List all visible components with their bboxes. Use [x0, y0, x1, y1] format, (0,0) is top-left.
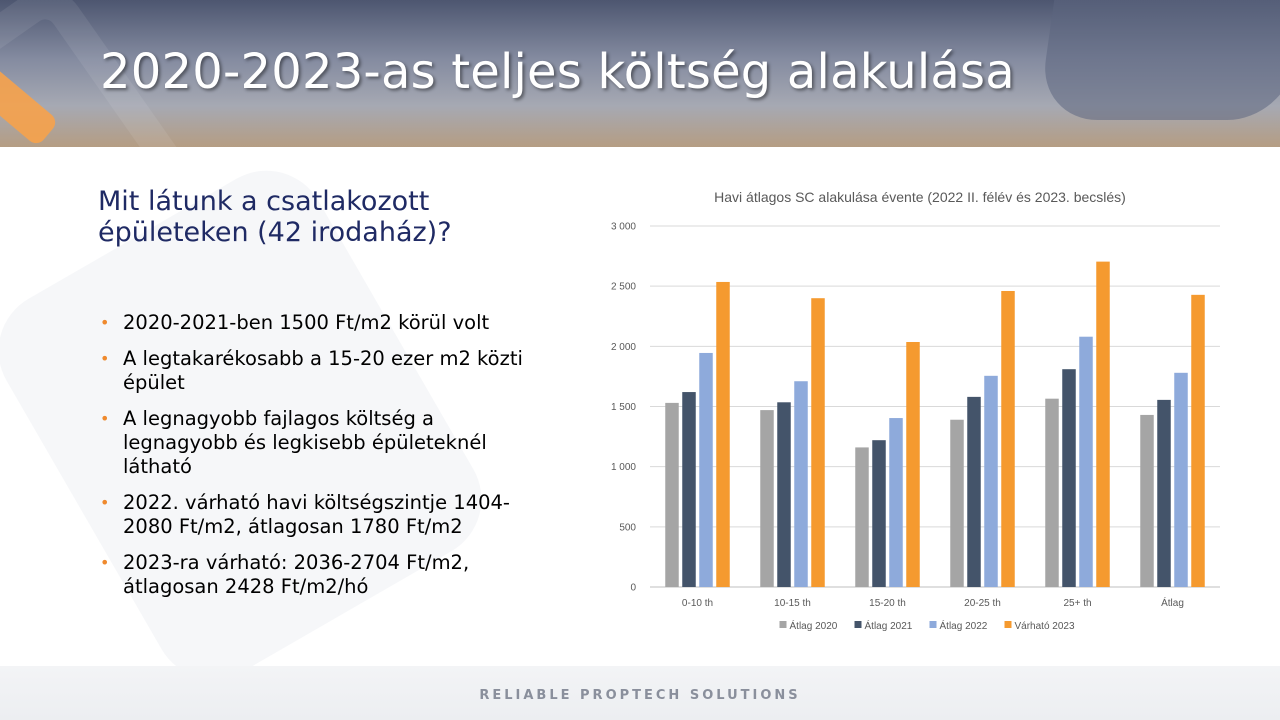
footer-text: RELIABLE PROPTECH SOLUTIONS	[479, 688, 801, 703]
chart-title: Havi átlagos SC alakulása évente (2022 I…	[714, 189, 1126, 205]
bar	[716, 281, 730, 587]
bullet-item: • 2022. várható havi költségszintje 1404-…	[100, 491, 550, 539]
header-band: 2020-2023-as teljes költség alakulása	[0, 0, 1280, 147]
x-tick-label: 15-20 th	[869, 598, 906, 609]
bar	[682, 392, 696, 587]
bullet-text: 2022. várható havi költségszintje 1404-2…	[123, 491, 510, 538]
bar	[760, 410, 774, 587]
bar	[777, 402, 791, 587]
bullet-item: • 2023-ra várható: 2036-2704 Ft/m2, átlag…	[100, 551, 550, 599]
bar	[984, 375, 998, 587]
bullet-item: • A legtakarékosabb a 15-20 ezer m2 közti…	[100, 347, 550, 395]
y-tick-label: 1 000	[611, 462, 636, 473]
bullet-icon: •	[100, 553, 110, 572]
bar-chart: 0 500 1 000 1 500 2 000 2 500 3 000 0-10 th 10-1…	[611, 222, 1220, 632]
x-tick-label: 0-10 th	[682, 598, 713, 609]
bullet-text: A legnagyobb fajlagos költség a legnagyo…	[123, 407, 487, 478]
bullet-item: • 2020-2021-ben 1500 Ft/m2 körül volt	[100, 311, 550, 335]
legend-label: Átlag 2020	[790, 619, 838, 632]
slide-title: 2020-2023-as teljes költség alakulása	[100, 44, 1015, 100]
y-tick-label: 0	[630, 583, 636, 594]
legend-swatch	[1004, 621, 1012, 628]
bullet-item: • A legnagyobb fajlagos költség a legnagy…	[100, 407, 550, 479]
legend-swatch	[929, 621, 937, 628]
bar	[794, 381, 808, 587]
bar	[872, 440, 886, 587]
bullet-icon: •	[100, 409, 110, 428]
bar	[811, 298, 825, 587]
header-decoration	[1037, 0, 1280, 120]
bar	[906, 342, 920, 587]
x-tick-label: Átlag	[1161, 596, 1184, 609]
bar	[1096, 261, 1110, 587]
y-tick-label: 500	[619, 522, 636, 533]
bar	[1001, 290, 1015, 587]
x-tick-label: 20-25 th	[964, 598, 1001, 609]
bar	[889, 418, 903, 587]
bullet-text: 2023-ra várható: 2036-2704 Ft/m2, átlago…	[123, 551, 470, 598]
bar	[1079, 336, 1093, 587]
y-tick-label: 2 500	[611, 282, 636, 293]
bar	[1045, 398, 1059, 587]
y-tick-label: 2 000	[611, 342, 636, 353]
bullet-text: A legtakarékosabb a 15-20 ezer m2 közti …	[123, 347, 523, 394]
bullet-text: 2020-2021-ben 1500 Ft/m2 körül volt	[123, 311, 490, 334]
x-tick-label: 10-15 th	[774, 598, 811, 609]
bar	[1062, 369, 1076, 587]
legend-label: Átlag 2022	[940, 619, 988, 632]
y-tick-label: 3 000	[611, 222, 636, 233]
legend-swatch	[854, 621, 862, 628]
legend-swatch	[779, 621, 787, 628]
slide-subtitle: Mit látunk a csatlakozott épületeken (42…	[98, 186, 452, 248]
bar	[665, 402, 679, 587]
bar	[950, 419, 964, 587]
bullet-list: • 2020-2021-ben 1500 Ft/m2 körül volt • A …	[100, 311, 550, 611]
bar	[1157, 399, 1171, 587]
bar	[1191, 294, 1205, 587]
bullet-icon: •	[100, 493, 110, 512]
bullet-icon: •	[100, 349, 110, 368]
footer-band	[0, 666, 1280, 720]
bar	[699, 352, 713, 587]
x-tick-label: 25+ th	[1063, 598, 1091, 609]
bar	[1140, 414, 1154, 587]
y-tick-label: 1 500	[611, 402, 636, 413]
bar	[855, 447, 869, 587]
bar	[967, 396, 981, 587]
legend-label: Várható 2023	[1015, 621, 1075, 632]
bar	[1174, 372, 1188, 587]
bullet-icon: •	[100, 313, 110, 332]
legend-label: Átlag 2021	[865, 619, 913, 632]
